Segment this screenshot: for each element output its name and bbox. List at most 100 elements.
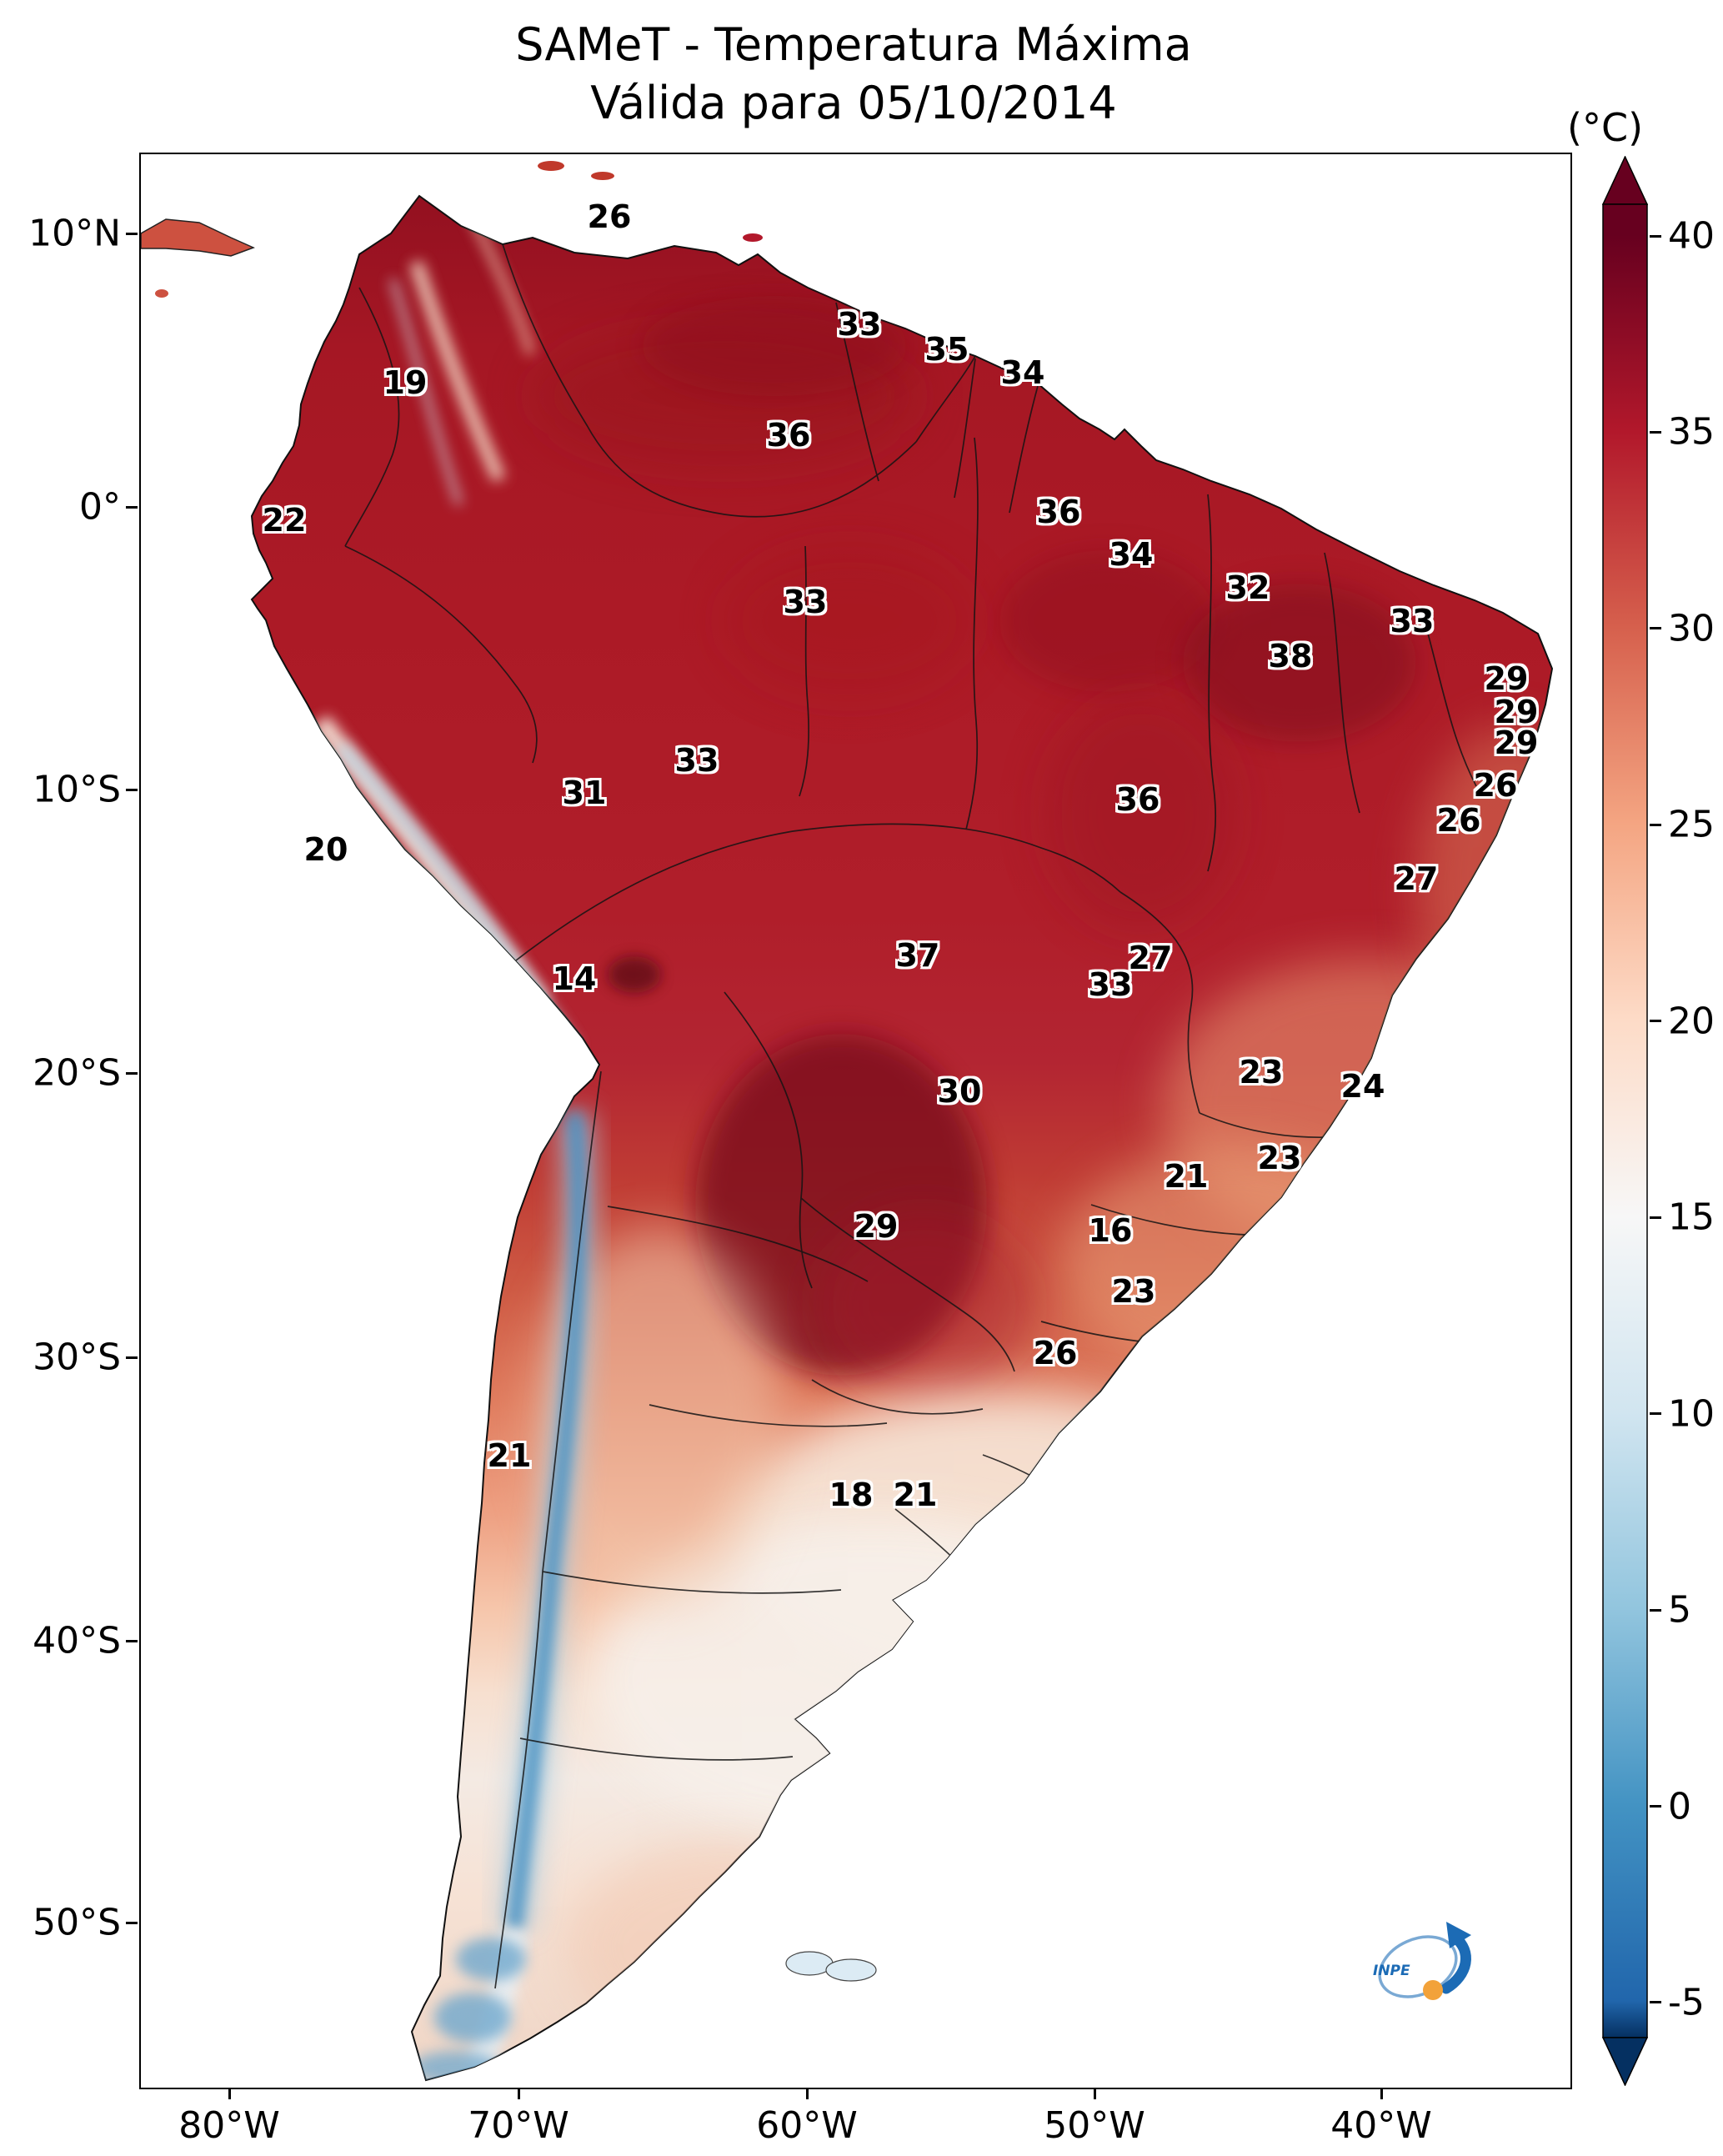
temperature-label: 33	[1390, 603, 1435, 639]
temperature-label: 19	[383, 364, 428, 401]
colorbar-tick-label: 0	[1668, 1785, 1691, 1828]
colorbar-tick-label: 15	[1668, 1196, 1715, 1239]
y-axis-tick-label: 10°S	[33, 768, 121, 811]
y-axis-tick-label: 40°S	[33, 1619, 121, 1662]
temperature-label: 33	[783, 584, 828, 620]
x-axis-tick-label: 40°W	[1330, 2104, 1432, 2147]
y-axis-tick-mark	[126, 232, 138, 235]
caribbean-island	[538, 161, 564, 171]
colorbar-tick-mark	[1650, 430, 1661, 434]
temperature-label: 34	[1000, 354, 1045, 391]
temperature-label: 14	[552, 960, 597, 997]
colorbar-tick-mark	[1650, 1020, 1661, 1023]
colorbar-tick-label: 35	[1668, 410, 1715, 454]
panama-landmass	[141, 218, 255, 257]
x-axis-tick-label: 80°W	[178, 2104, 280, 2147]
inpe-logo-graphic: INPE	[1373, 1922, 1471, 2000]
temperature-label: 22	[262, 502, 307, 539]
x-axis-tick-label: 70°W	[468, 2104, 569, 2147]
colorbar-tick-mark	[1650, 627, 1661, 630]
inpe-logo: INPE	[1366, 1915, 1483, 2015]
y-axis-tick-label: 20°S	[33, 1051, 121, 1095]
temperature-label: 33	[1088, 966, 1133, 1003]
temperature-label: 18	[829, 1477, 874, 1513]
colorbar-tick-mark	[1650, 1216, 1661, 1219]
temperature-labels-layer: 26 33 35 34 19 36 22 36 34 32 33 38 29 29 29 33 33 31 36 26…	[141, 154, 1570, 2088]
temperature-label: 38	[1268, 638, 1313, 674]
y-axis-tick-mark	[126, 1071, 138, 1075]
inpe-logo-text: INPE	[1373, 1963, 1410, 1979]
temperature-label: 27	[1128, 940, 1173, 976]
y-axis-tick-label: 30°S	[33, 1336, 121, 1379]
temperature-label: 26	[1473, 767, 1518, 804]
colorbar	[1602, 156, 1648, 2086]
temperature-label: 29	[1494, 694, 1539, 730]
y-axis-tick-mark	[126, 788, 138, 791]
y-axis-tick-mark	[126, 505, 138, 509]
south-america-temperature-map	[141, 161, 1554, 2082]
temperature-label: 21	[487, 1437, 532, 1474]
temperature-label: 33	[837, 306, 882, 343]
temperature-label: 26	[1033, 1335, 1078, 1371]
caribbean-island	[591, 172, 614, 180]
temperature-label: 27	[1394, 860, 1439, 897]
y-axis-tick-mark	[126, 1921, 138, 1924]
map-plot-area: 26 33 35 34 19 36 22 36 34 32 33 38 29 29 29 33 33 31 36 26…	[139, 153, 1572, 2089]
falkland-island	[825, 1958, 877, 1982]
caribbean-island	[155, 289, 168, 298]
temperature-label: 26	[1436, 802, 1481, 839]
x-axis-tick-mark	[1380, 2088, 1383, 2099]
temperature-label: 16	[1088, 1212, 1133, 1249]
y-axis-tick-label: 10°N	[28, 212, 121, 255]
x-axis-tick-label: 60°W	[756, 2104, 858, 2147]
temperature-label: 26	[587, 198, 632, 235]
figure-subtitle: Válida para 05/10/2014	[590, 77, 1117, 129]
colorbar-unit-label: (°C)	[1567, 105, 1644, 150]
x-axis-tick-label: 50°W	[1044, 2104, 1145, 2147]
colorbar-tick-label: 20	[1668, 1000, 1715, 1043]
colorbar-tick-label: -5	[1668, 1981, 1705, 2024]
temperature-label: 30	[937, 1073, 982, 1110]
y-axis-tick-mark	[126, 1639, 138, 1642]
x-axis-tick-mark	[517, 2088, 520, 2099]
temperature-label: 23	[1257, 1140, 1302, 1176]
temperature-label: 21	[1164, 1158, 1209, 1195]
colorbar-tick-mark	[1650, 823, 1661, 826]
temperature-label: 31	[562, 775, 607, 811]
colorbar-tick-mark	[1650, 2001, 1661, 2004]
colorbar-tick-label: 10	[1668, 1392, 1715, 1436]
temperature-label: 32	[1225, 569, 1270, 606]
temperature-label: 24	[1340, 1068, 1385, 1105]
colorbar-tick-mark	[1650, 1805, 1661, 1808]
temperature-label: 29	[1484, 660, 1529, 697]
temperature-label: 36	[1036, 494, 1081, 530]
colorbar-tick-label: 30	[1668, 607, 1715, 650]
temperature-label: 23	[1111, 1273, 1156, 1310]
colorbar-tick-mark	[1650, 234, 1661, 238]
colorbar-tick-label: 40	[1668, 214, 1715, 258]
figure-title: SAMeT - Temperatura Máxima	[515, 18, 1192, 71]
caribbean-island	[743, 233, 763, 242]
temperature-label: 33	[674, 742, 719, 779]
colorbar-tick-mark	[1650, 1412, 1661, 1416]
temperature-label: 37	[895, 937, 940, 974]
colorbar-tick-label: 5	[1668, 1588, 1691, 1632]
temperature-label: 21	[893, 1477, 938, 1513]
temperature-label: 20	[303, 831, 348, 868]
y-axis-tick-mark	[126, 1356, 138, 1359]
y-axis-tick-label: 50°S	[33, 1901, 121, 1944]
colorbar-over-arrow	[1602, 156, 1648, 205]
temperature-label: 35	[924, 331, 969, 368]
colorbar-under-arrow	[1602, 2037, 1648, 2086]
colorbar-tick-label: 25	[1668, 803, 1715, 846]
temperature-label: 36	[766, 417, 811, 454]
temperature-label: 29	[1494, 725, 1539, 761]
x-axis-tick-mark	[228, 2088, 231, 2099]
colorbar-tick-mark	[1650, 1608, 1661, 1612]
colorbar-gradient	[1602, 203, 1648, 2038]
x-axis-tick-mark	[805, 2088, 809, 2099]
temperature-label: 29	[854, 1208, 899, 1245]
x-axis-tick-mark	[1093, 2088, 1096, 2099]
temperature-label: 36	[1115, 781, 1160, 818]
